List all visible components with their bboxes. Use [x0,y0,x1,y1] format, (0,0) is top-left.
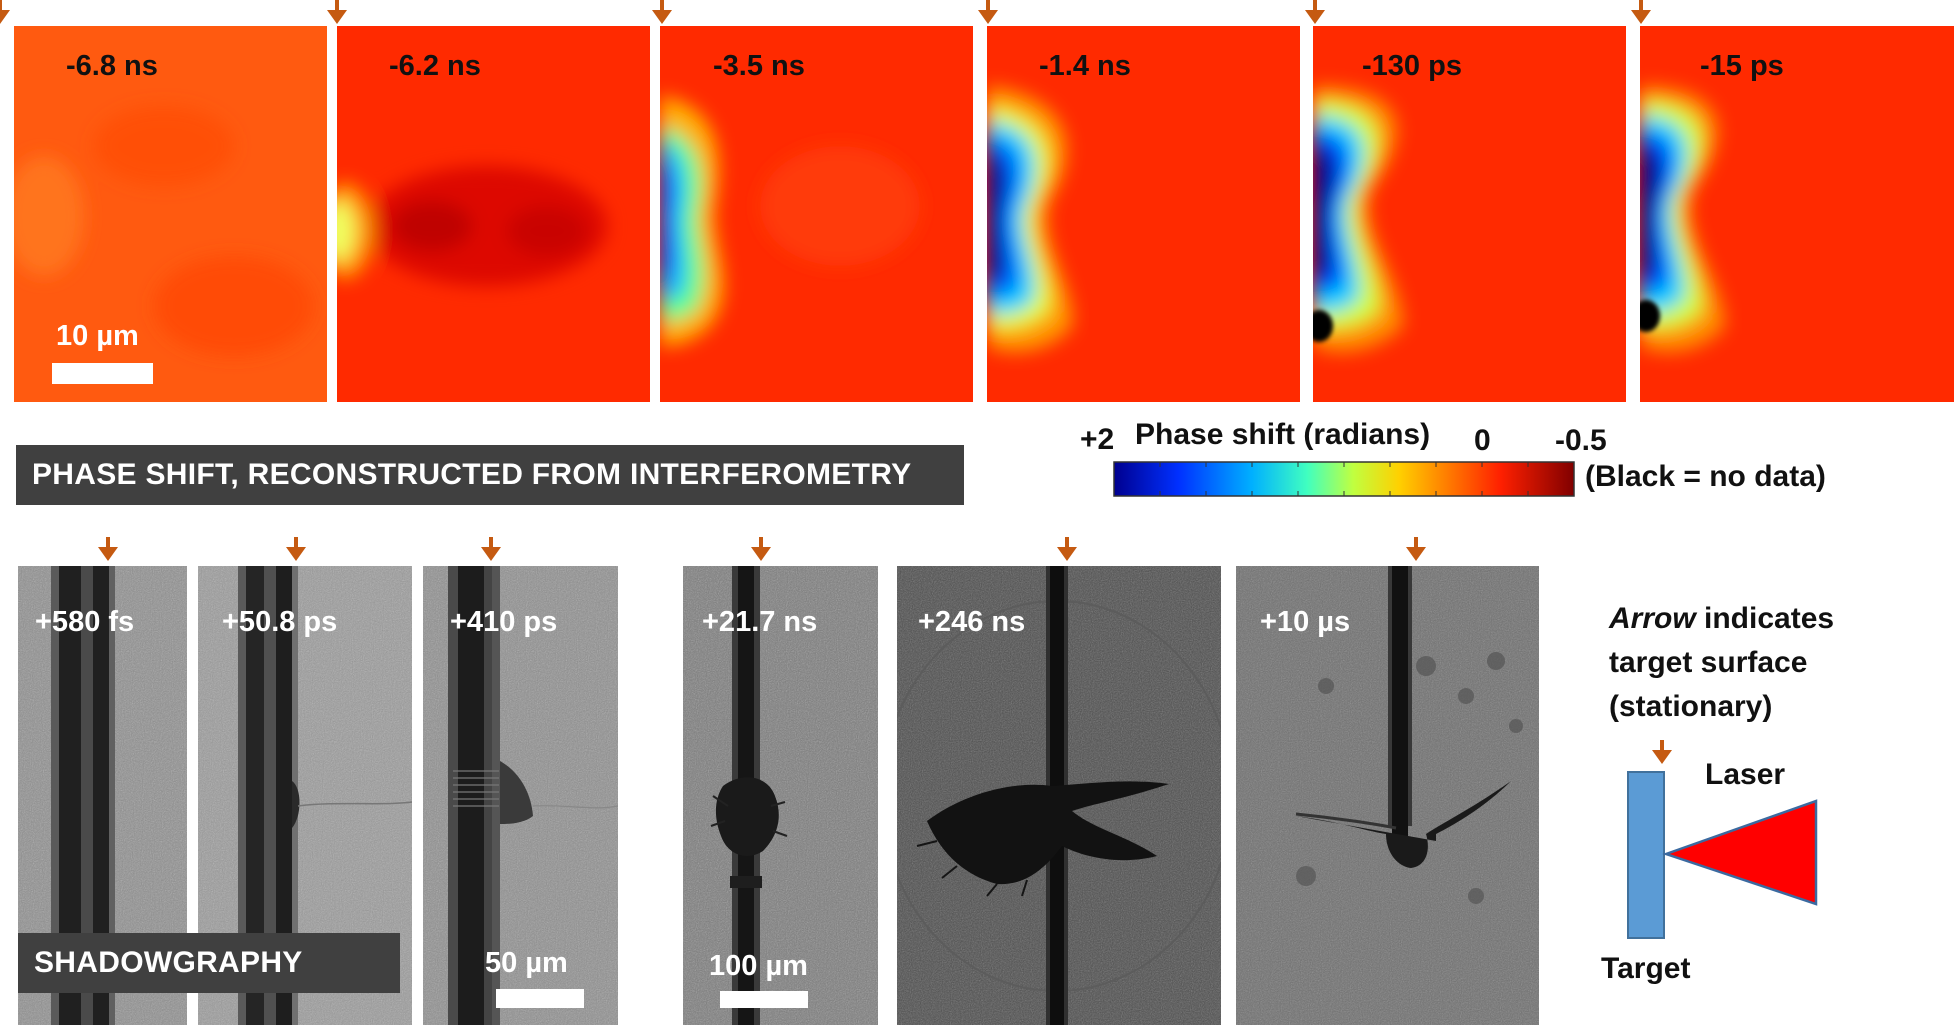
target-surface-arrow-icon [286,537,306,561]
shadow-frame-time: +50.8 ps [222,606,338,638]
interferometry-banner: PHASE SHIFT, RECONSTRUCTED FROM INTERFER… [16,445,964,505]
phase-frame-time: -6.2 ns [389,50,481,82]
scale-bar [496,989,584,1008]
target-surface-arrow-icon [98,537,118,561]
shadow-panel-5 [897,566,1221,1025]
legend-line1-rest: indicates [1695,602,1835,635]
phase-frame-time: -3.5 ns [713,50,805,82]
legend-arrow-word: Arrow [1609,602,1696,635]
target-label: Target [1601,952,1691,985]
scale-bar [720,991,808,1008]
phase-panel-3 [660,26,973,402]
shadow-frame-time: +410 ps [450,606,558,638]
target-surface-arrow-icon [1057,537,1077,561]
target-block [1627,771,1665,939]
phase-panel-2 [337,26,650,402]
target-surface-arrow-icon [978,0,998,24]
phase-frame-time: -1.4 ns [1039,50,1131,82]
target-surface-arrow-icon [481,537,501,561]
target-surface-arrow-icon [1406,537,1426,561]
phase-panel-6 [1640,26,1954,402]
scale-bar-label: 100 µm [709,950,808,982]
phase-panel-1 [14,26,327,402]
colorbar-title: Phase shift (radians) [1135,418,1431,451]
target-surface-arrow-icon [751,537,771,561]
scale-bar [52,363,153,384]
target-surface-arrow-icon [1631,0,1651,24]
target-surface-arrow-icon [1305,0,1325,24]
target-surface-arrow-icon [1652,740,1672,764]
laser-triangle-icon [1662,799,1818,906]
colorbar [1113,461,1575,497]
scale-bar-label: 10 µm [56,320,139,352]
phase-frame-time: -15 ps [1700,50,1784,82]
colorbar-min-label: -0.5 [1555,424,1607,457]
phase-panel-4 [987,26,1300,402]
target-surface-arrow-icon [652,0,672,24]
colorbar-mid-label: 0 [1474,424,1491,457]
legend-line3: (stationary) [1609,690,1773,723]
phase-frame-time: -130 ps [1362,50,1462,82]
colorbar-note: (Black = no data) [1585,460,1826,493]
shadow-frame-time: +580 fs [35,606,135,638]
laser-label: Laser [1705,758,1786,791]
shadow-panel-6 [1236,566,1539,1025]
target-surface-arrow-icon [0,0,10,24]
shadowgraphy-banner: SHADOWGRAPHY [18,933,400,993]
legend-text: Arrow indicates target surface (stationa… [1609,597,1834,729]
shadow-frame-time: +246 ns [918,606,1026,638]
target-surface-arrow-icon [327,0,347,24]
phase-panel-5 [1313,26,1626,402]
legend-line2: target surface [1609,646,1808,679]
shadow-frame-time: +10 µs [1260,606,1351,638]
scale-bar-label: 50 µm [485,947,568,979]
shadow-frame-time: +21.7 ns [702,606,818,638]
phase-frame-time: -6.8 ns [66,50,158,82]
shadow-panel-4 [683,566,878,1025]
colorbar-max-label: +2 [1080,423,1115,456]
shadow-panel-3 [423,566,618,1025]
